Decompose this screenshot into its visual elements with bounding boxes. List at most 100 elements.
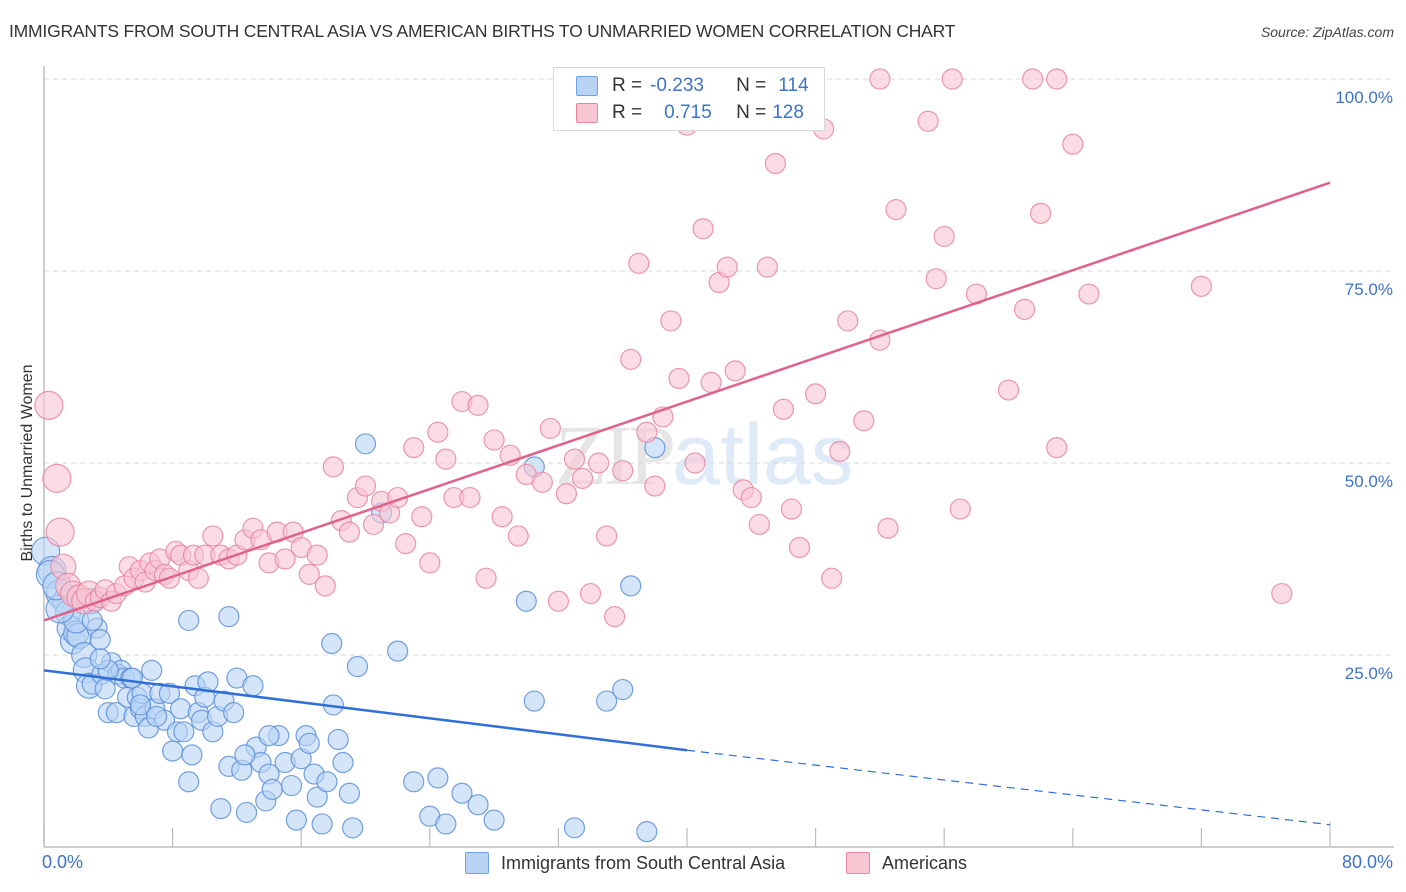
americans-point — [1030, 202, 1052, 224]
americans-point — [395, 533, 417, 555]
stats-legend-row-immigrants: R = -0.233 N = 114 — [576, 74, 809, 98]
legend-item-immigrants[interactable]: Immigrants from South Central Asia — [465, 852, 785, 874]
trendlines — [43, 181, 1331, 826]
immigrants-point — [636, 821, 658, 843]
y-tick-label: 25.0% — [1345, 664, 1393, 683]
americans-point — [403, 437, 425, 459]
americans-point — [837, 310, 859, 332]
immigrants-point — [162, 740, 184, 762]
americans-point — [949, 498, 971, 520]
americans-point — [941, 68, 963, 90]
immigrants-point — [129, 694, 152, 716]
immigrants-point — [141, 659, 163, 681]
americans-point — [1078, 283, 1100, 305]
americans-point — [692, 218, 714, 240]
americans-point — [459, 486, 481, 509]
y-tick-label: 75.0% — [1345, 280, 1393, 299]
americans-point — [1062, 133, 1084, 155]
y-tick-label: 100.0% — [1335, 88, 1393, 107]
americans-point — [780, 498, 803, 520]
americans-point — [716, 256, 738, 278]
americans-point — [419, 552, 441, 574]
americans-point — [604, 605, 626, 628]
immigrants-swatch — [576, 76, 598, 96]
immigrants-point — [178, 609, 200, 632]
immigrants-point — [306, 786, 328, 808]
americans-point — [274, 548, 296, 570]
immigrants-point — [89, 648, 111, 670]
immigrants-point — [242, 675, 264, 697]
americans-point — [724, 360, 746, 382]
immigrants-point — [234, 744, 256, 766]
immigrants-point — [311, 813, 333, 835]
n-label: N = — [736, 75, 767, 96]
americans-point — [298, 563, 320, 585]
y-tick-labels: 25.0% 50.0% 75.0% 100.0% — [1335, 88, 1393, 683]
immigrants-point — [346, 655, 369, 678]
trendline-immigrants-dashed — [686, 749, 1331, 826]
americans-point — [571, 467, 594, 489]
immigrants-swatch — [465, 852, 489, 874]
americans-point — [45, 517, 75, 547]
americans-point — [1022, 68, 1044, 90]
americans-point — [788, 536, 811, 559]
immigrants-point — [523, 690, 545, 712]
r-label: R = — [612, 75, 643, 96]
americans-point — [491, 506, 513, 528]
americans-point — [362, 513, 385, 536]
americans-point — [700, 371, 722, 393]
immigrants-point — [327, 728, 349, 751]
americans-point — [997, 379, 1020, 401]
americans-point — [1013, 298, 1036, 320]
americans-point — [740, 486, 762, 509]
immigrants-point — [89, 629, 111, 651]
series-legend: Immigrants from South Central Asia Ameri… — [0, 852, 1406, 878]
axes — [43, 66, 1394, 848]
americans-point — [869, 68, 891, 90]
americans-point — [925, 268, 947, 290]
americans-swatch — [846, 852, 870, 874]
immigrants-point — [316, 771, 338, 793]
series-americans-points — [34, 68, 1293, 628]
americans-point — [772, 398, 795, 420]
stats-legend: R = -0.233 N = 114 R = 0.715 N = 128 — [553, 67, 825, 131]
immigrants-point — [218, 605, 240, 628]
americans-point — [748, 513, 770, 536]
immigrants-point — [612, 678, 634, 701]
trendline-americans — [43, 181, 1331, 622]
americans-point — [885, 198, 907, 221]
immigrants-point — [483, 809, 505, 831]
americans-point — [877, 517, 899, 539]
americans-point — [306, 544, 328, 566]
americans-point — [427, 421, 449, 443]
immigrants-point — [285, 809, 307, 831]
americans-point — [314, 575, 336, 597]
americans-point — [467, 394, 489, 416]
americans-point — [660, 310, 682, 332]
n-value: 128 — [772, 102, 804, 123]
americans-point — [612, 460, 634, 482]
immigrants-point — [332, 751, 354, 774]
stats-legend-row-americans: R = 0.715 N = 128 — [576, 101, 804, 125]
immigrants-point — [145, 705, 168, 728]
immigrants-point — [258, 725, 280, 747]
immigrants-point — [223, 701, 245, 724]
chart-title: IMMIGRANTS FROM SOUTH CENTRAL ASIA VS AM… — [9, 21, 956, 41]
americans-point — [507, 525, 529, 547]
x-tick-label-min: 0.0% — [42, 852, 84, 872]
americans-point — [829, 440, 851, 463]
americans-point — [1271, 582, 1293, 605]
y-tick-label: 50.0% — [1345, 472, 1393, 491]
americans-point — [411, 506, 433, 528]
americans-point — [668, 367, 690, 390]
legend-item-americans[interactable]: Americans — [846, 852, 967, 874]
americans-point — [475, 567, 497, 589]
immigrants-point — [181, 744, 203, 766]
americans-point — [322, 456, 344, 478]
r-value: -0.233 — [650, 75, 704, 96]
x-tick-label-max: 80.0% — [1341, 852, 1393, 872]
americans-point — [435, 448, 457, 470]
americans-point — [596, 525, 618, 547]
americans-point — [539, 417, 561, 440]
y-axis-label: Births to Unmarried Women — [19, 364, 36, 562]
